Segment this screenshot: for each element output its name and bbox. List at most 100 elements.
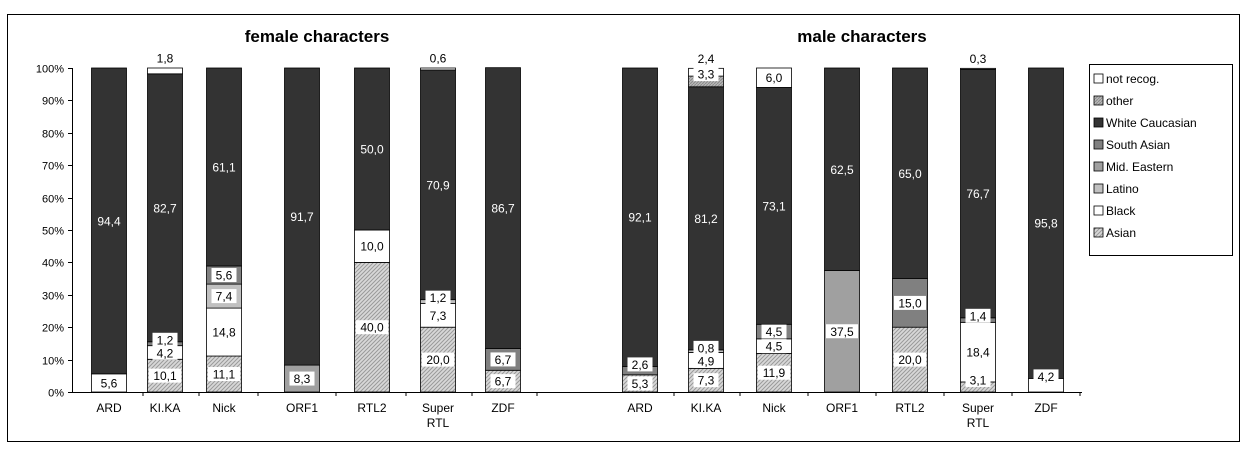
data-label-bg	[422, 352, 454, 367]
x-tick-label: ORF1	[286, 401, 318, 415]
x-tick-label: ARD	[96, 401, 122, 415]
legend-label-mid-eastern: Mid. Eastern	[1106, 160, 1173, 174]
legend-label-asian: Asian	[1106, 226, 1136, 240]
y-tick-label: 80%	[42, 129, 64, 141]
data-label-white-caucasian: 92,1	[628, 211, 652, 225]
data-label-not-recog: 1,8	[157, 52, 174, 66]
bar-segment-white-caucasian	[824, 67, 860, 271]
y-tick-label: 60%	[42, 194, 64, 206]
legend-swatch-mid-eastern	[1093, 161, 1104, 172]
x-tick-label: RTL	[967, 416, 990, 430]
bar-segment-white-caucasian	[1028, 67, 1064, 379]
data-label-latino: 1,2	[430, 291, 447, 305]
data-label-latino: 7,4	[216, 290, 233, 304]
data-label-bg	[761, 324, 787, 339]
data-label-white-caucasian: 70,9	[426, 178, 450, 192]
bar-segment-white-caucasian	[91, 67, 127, 375]
x-tick-label: Nick	[212, 401, 236, 415]
data-label-white-caucasian: 86,7	[491, 202, 515, 216]
x-tick-label: RTL2	[357, 401, 386, 415]
legend-box	[1089, 64, 1233, 256]
x-tick-label: ZDF	[491, 401, 514, 415]
data-label-bg	[356, 320, 388, 335]
bar-segment-white-caucasian	[485, 67, 521, 349]
x-tick-label: KI.KA	[150, 401, 181, 415]
data-label-bg	[425, 308, 451, 323]
data-label-black: 4,2	[1038, 370, 1055, 384]
y-axis: 0% 10% 20% 30% 40% 50% 60% 70% 80% 90% 100%	[36, 64, 1082, 400]
data-label-south-asian: 1,4	[970, 309, 987, 323]
data-label-bg	[425, 290, 451, 305]
data-label-bg	[761, 339, 787, 354]
data-label-bg	[627, 357, 653, 372]
data-label-asian: 20,0	[898, 353, 922, 367]
data-label-white-caucasian: 94,4	[97, 214, 121, 228]
data-label-black: 18,4	[966, 346, 990, 360]
data-label-not-recog: 0,3	[970, 52, 987, 66]
data-label-bg	[211, 268, 237, 283]
data-label-south-asian: 5,6	[216, 269, 233, 283]
data-label-south-asian: 2,6	[632, 358, 649, 372]
data-label-asian: 7,3	[698, 374, 715, 388]
y-tick-label: 20%	[42, 323, 64, 335]
data-label-mid-eastern: 37,5	[830, 325, 854, 339]
data-label-south-asian: 4,5	[766, 325, 783, 339]
data-label-bg	[152, 345, 178, 360]
data-label-bg	[894, 352, 926, 367]
x-tick-label: KI.KA	[691, 401, 722, 415]
data-label-bg	[152, 332, 178, 347]
bar-segment-white-caucasian	[147, 73, 183, 343]
legend-label-other: other	[1106, 94, 1133, 108]
x-tick-label: Super	[962, 401, 994, 415]
data-label-white-caucasian: 81,2	[694, 212, 718, 226]
data-label-bg	[289, 371, 315, 386]
data-label-black: 4,9	[698, 354, 715, 368]
bar-segment-white-caucasian	[622, 67, 658, 367]
legend-swatch-black	[1093, 205, 1104, 216]
data-label-white-caucasian: 65,0	[898, 167, 922, 181]
data-label-white-caucasian: 50,0	[360, 143, 384, 157]
data-label-bg	[627, 376, 653, 391]
y-tick-label: 30%	[42, 291, 64, 303]
data-label-black: 7,3	[430, 309, 447, 323]
data-label-south-asian: 1,2	[157, 333, 174, 347]
data-label-asian: 5,3	[632, 377, 649, 391]
data-label-asian: 20,0	[426, 353, 450, 367]
data-label-bg	[894, 295, 926, 310]
data-label-not-recog: 2,4	[698, 52, 715, 66]
data-label-bg	[693, 353, 719, 368]
data-label-latino: 0,8	[698, 341, 715, 355]
legend-swatch-south-asian	[1093, 139, 1104, 150]
legend-swatch-not-recog	[1093, 73, 1104, 84]
data-label-south-asian: 6,7	[495, 353, 512, 367]
data-label-bg	[962, 345, 994, 360]
data-label-mid-eastern: 8,3	[294, 372, 311, 386]
bar-segment-not-recog	[420, 67, 456, 71]
x-tick-label: Nick	[762, 401, 786, 415]
data-label-bg	[693, 51, 719, 66]
y-tick-label: 70%	[42, 161, 64, 173]
y-tick-label: 100%	[36, 64, 64, 76]
legend-swatch-asian	[1093, 227, 1104, 238]
x-tick-label: RTL2	[895, 401, 924, 415]
data-label-bg	[1033, 369, 1059, 384]
bar-segment-not-recog	[960, 67, 996, 70]
legend-label-black: Black	[1106, 204, 1136, 218]
x-tick-label: ZDF	[1034, 401, 1057, 415]
bar-segment-white-caucasian	[892, 67, 928, 280]
data-label-bg	[96, 375, 122, 390]
data-label-black: 5,6	[101, 376, 118, 390]
x-tick-label: RTL	[427, 416, 450, 430]
panel-title: male characters	[797, 27, 926, 46]
data-label-bg	[761, 70, 787, 85]
bar-segment-white-caucasian	[206, 67, 242, 267]
legend-swatch-other	[1093, 95, 1104, 106]
data-label-bg	[490, 352, 516, 367]
data-label-bg	[693, 340, 719, 355]
legend-label-latino: Latino	[1106, 182, 1139, 196]
data-label-bg	[693, 67, 719, 82]
y-tick-label: 0%	[48, 388, 64, 400]
x-tick-label: ARD	[627, 401, 653, 415]
